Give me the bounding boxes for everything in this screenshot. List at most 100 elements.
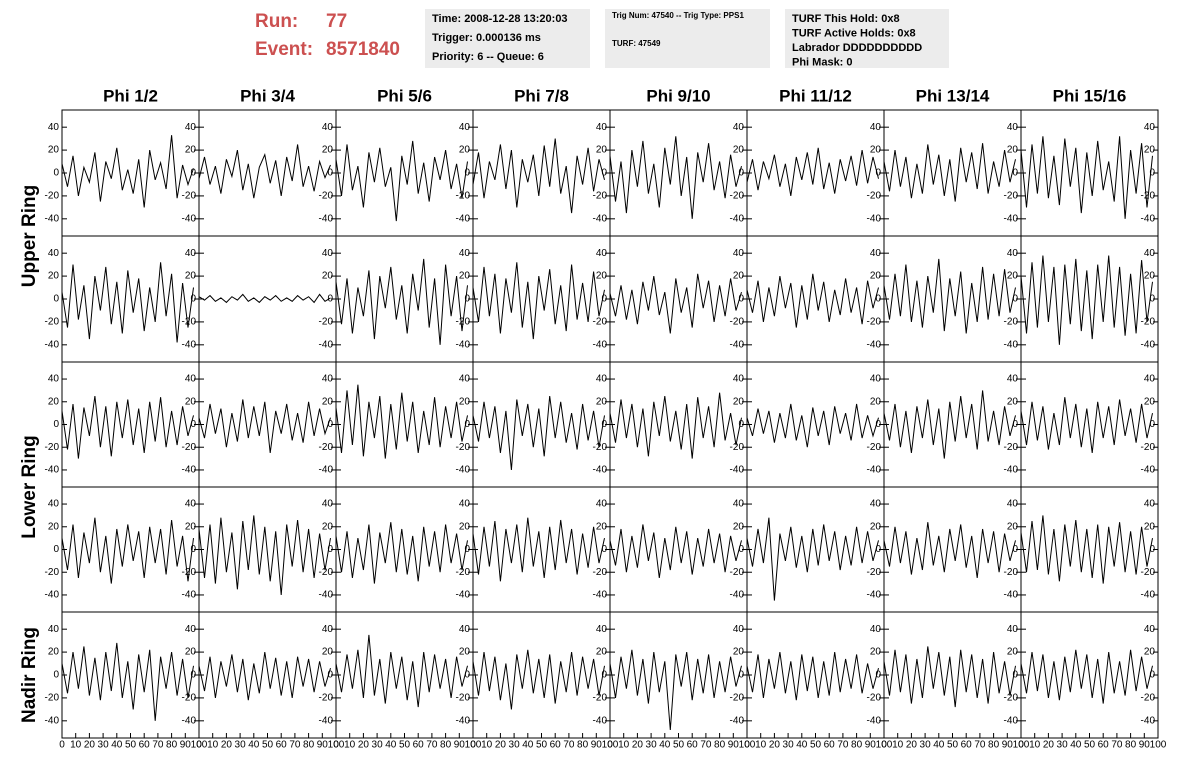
y-tick-label: 20: [322, 145, 334, 156]
y-tick-label: 0: [601, 544, 607, 555]
panel-frame: [61, 611, 200, 739]
x-tick-label: 100: [1150, 740, 1167, 751]
y-tick-label: 20: [596, 396, 608, 407]
x-tick-label: 100: [328, 740, 345, 751]
y-tick-label: 40: [733, 122, 745, 133]
y-tick-label: 0: [1012, 670, 1018, 681]
x-tick-label: 50: [673, 740, 685, 751]
x-tick-label: 0: [607, 740, 613, 751]
x-tick-label: 100: [739, 740, 756, 751]
y-tick-label: 20: [459, 647, 471, 658]
x-tick-label: 90: [454, 740, 466, 751]
x-tick-label: 70: [837, 740, 849, 751]
y-tick-label: 20: [1007, 271, 1019, 282]
waveform: [472, 649, 605, 710]
panel-frame: [61, 235, 200, 363]
y-tick-label: 0: [601, 168, 607, 179]
y-tick-label: 0: [190, 168, 196, 179]
y-tick-label: 40: [185, 374, 197, 385]
panel-frame: [609, 361, 748, 488]
panel-frame: [609, 611, 748, 739]
y-tick-label: 40: [322, 499, 334, 510]
y-tick-label: 40: [1144, 122, 1156, 133]
waveform: [198, 144, 331, 199]
x-tick-label: 90: [865, 740, 877, 751]
y-tick-label: -20: [45, 317, 60, 328]
waveform: [1020, 649, 1153, 704]
y-tick-label: 20: [596, 145, 608, 156]
waveform: [198, 399, 331, 453]
y-tick-label: -40: [1141, 715, 1156, 726]
column-title: Phi 7/8: [514, 86, 569, 105]
y-tick-label: -40: [45, 213, 60, 224]
y-tick-label: -40: [182, 715, 197, 726]
y-tick-label: 20: [733, 271, 745, 282]
column-title: Phi 3/4: [240, 86, 295, 105]
y-tick-label: 40: [185, 624, 197, 635]
x-tick-label: 60: [550, 740, 562, 751]
waveform: [746, 147, 879, 196]
y-tick-label: 0: [327, 168, 333, 179]
y-tick-label: 20: [185, 145, 197, 156]
x-tick-label: 60: [276, 740, 288, 751]
y-tick-label: 40: [459, 248, 471, 259]
y-tick-label: 0: [190, 294, 196, 305]
x-tick-label: 50: [536, 740, 548, 751]
y-tick-label: 40: [1144, 499, 1156, 510]
y-tick-label: -20: [45, 191, 60, 202]
y-tick-label: 20: [733, 521, 745, 532]
row-title: Nadir Ring: [19, 627, 40, 723]
x-tick-label: 10: [70, 740, 82, 751]
panel-frame: [472, 235, 611, 363]
panel-frame: [883, 109, 1022, 237]
y-tick-label: 0: [464, 544, 470, 555]
y-tick-label: 40: [322, 624, 334, 635]
y-tick-label: 20: [1007, 396, 1019, 407]
x-tick-label: 50: [262, 740, 274, 751]
x-tick-label: 70: [563, 740, 575, 751]
y-tick-label: 0: [190, 670, 196, 681]
waveform: [61, 517, 194, 584]
y-tick-label: -20: [1004, 693, 1019, 704]
x-tick-label: 100: [602, 740, 619, 751]
y-tick-label: 0: [1012, 168, 1018, 179]
x-tick-label: 30: [920, 740, 932, 751]
y-tick-label: -20: [730, 567, 745, 578]
x-tick-label: 10: [618, 740, 630, 751]
y-tick-label: 40: [1144, 248, 1156, 259]
panel-frame: [198, 109, 337, 237]
y-tick-label: 40: [48, 374, 60, 385]
y-tick-label: -20: [867, 693, 882, 704]
y-tick-label: 40: [48, 624, 60, 635]
x-tick-label: 0: [470, 740, 476, 751]
y-tick-label: 40: [185, 248, 197, 259]
run-label: Run:: [255, 11, 298, 32]
x-tick-label: 50: [399, 740, 411, 751]
y-tick-label: 40: [185, 499, 197, 510]
x-tick-label: 70: [700, 740, 712, 751]
y-tick-label: 20: [1144, 145, 1156, 156]
y-tick-label: -20: [593, 442, 608, 453]
waveform: [746, 403, 879, 448]
y-tick-label: -20: [319, 191, 334, 202]
y-tick-label: 20: [870, 145, 882, 156]
column-title: Phi 1/2: [103, 86, 158, 105]
y-tick-label: 40: [733, 374, 745, 385]
y-tick-label: 40: [459, 499, 471, 510]
x-tick-label: 60: [139, 740, 151, 751]
x-tick-label: 20: [632, 740, 644, 751]
waveform: [61, 135, 194, 208]
y-tick-label: 20: [1144, 647, 1156, 658]
y-tick-label: -20: [593, 567, 608, 578]
x-tick-label: 60: [961, 740, 973, 751]
event-value: 8571840: [326, 39, 400, 60]
y-tick-label: -40: [867, 590, 882, 601]
x-tick-label: 10: [755, 740, 767, 751]
x-tick-label: 80: [1125, 740, 1137, 751]
y-tick-label: 40: [596, 374, 608, 385]
x-tick-label: 60: [1098, 740, 1110, 751]
y-tick-label: 40: [48, 122, 60, 133]
y-tick-label: -40: [319, 590, 334, 601]
y-tick-label: 0: [464, 419, 470, 430]
y-tick-label: 20: [459, 521, 471, 532]
